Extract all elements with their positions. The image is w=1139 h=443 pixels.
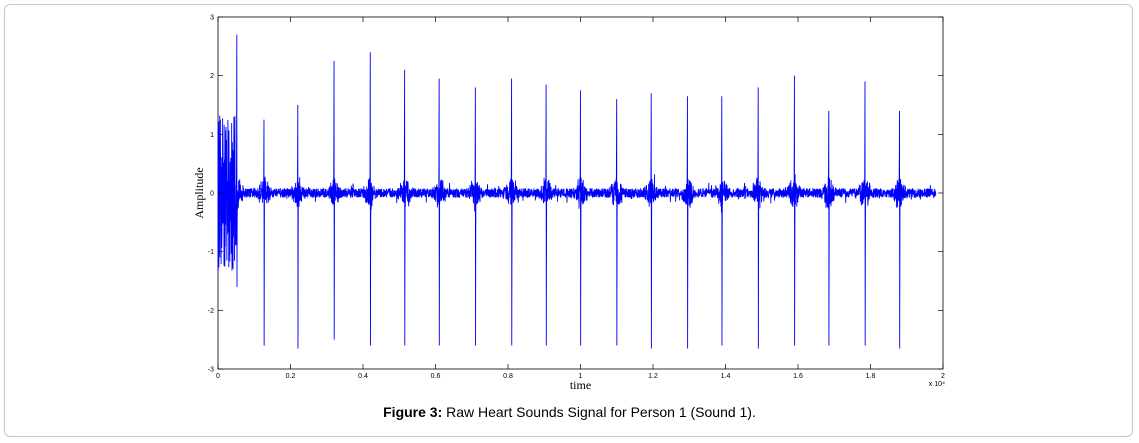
x-axis-label: time [570, 378, 591, 392]
y-tick-label: -2 [208, 308, 214, 315]
x-tick-label: 2 [941, 373, 945, 380]
y-tick-label: 3 [210, 15, 214, 22]
y-tick-label: -1 [208, 249, 214, 256]
x-tick-label: 0.8 [503, 373, 513, 380]
x-tick-label: 1.8 [866, 373, 876, 380]
x-tick-label: 0.2 [286, 373, 296, 380]
x-multiplier-label: x 10⁴ [929, 381, 945, 388]
y-axis-label: Amplitude [192, 167, 206, 218]
y-tick-label: 2 [210, 73, 214, 80]
x-tick-label: 1 [579, 373, 583, 380]
y-tick-label: 1 [210, 132, 214, 139]
caption-text: Raw Heart Sounds Signal for Person 1 (So… [442, 404, 756, 420]
y-tick-label: 0 [210, 191, 214, 198]
x-tick-label: 1.6 [793, 373, 803, 380]
x-tick-label: 0 [216, 373, 220, 380]
x-tick-label: 0.6 [431, 373, 441, 380]
caption-label: Figure 3: [383, 404, 443, 420]
x-tick-label: 1.4 [721, 373, 731, 380]
y-tick-label: -3 [208, 367, 214, 374]
x-tick-label: 1.2 [648, 373, 658, 380]
figure-caption: Figure 3: Raw Heart Sounds Signal for Pe… [0, 404, 1139, 420]
x-tick-label: 0.4 [358, 373, 368, 380]
signal-line [217, 34, 937, 349]
